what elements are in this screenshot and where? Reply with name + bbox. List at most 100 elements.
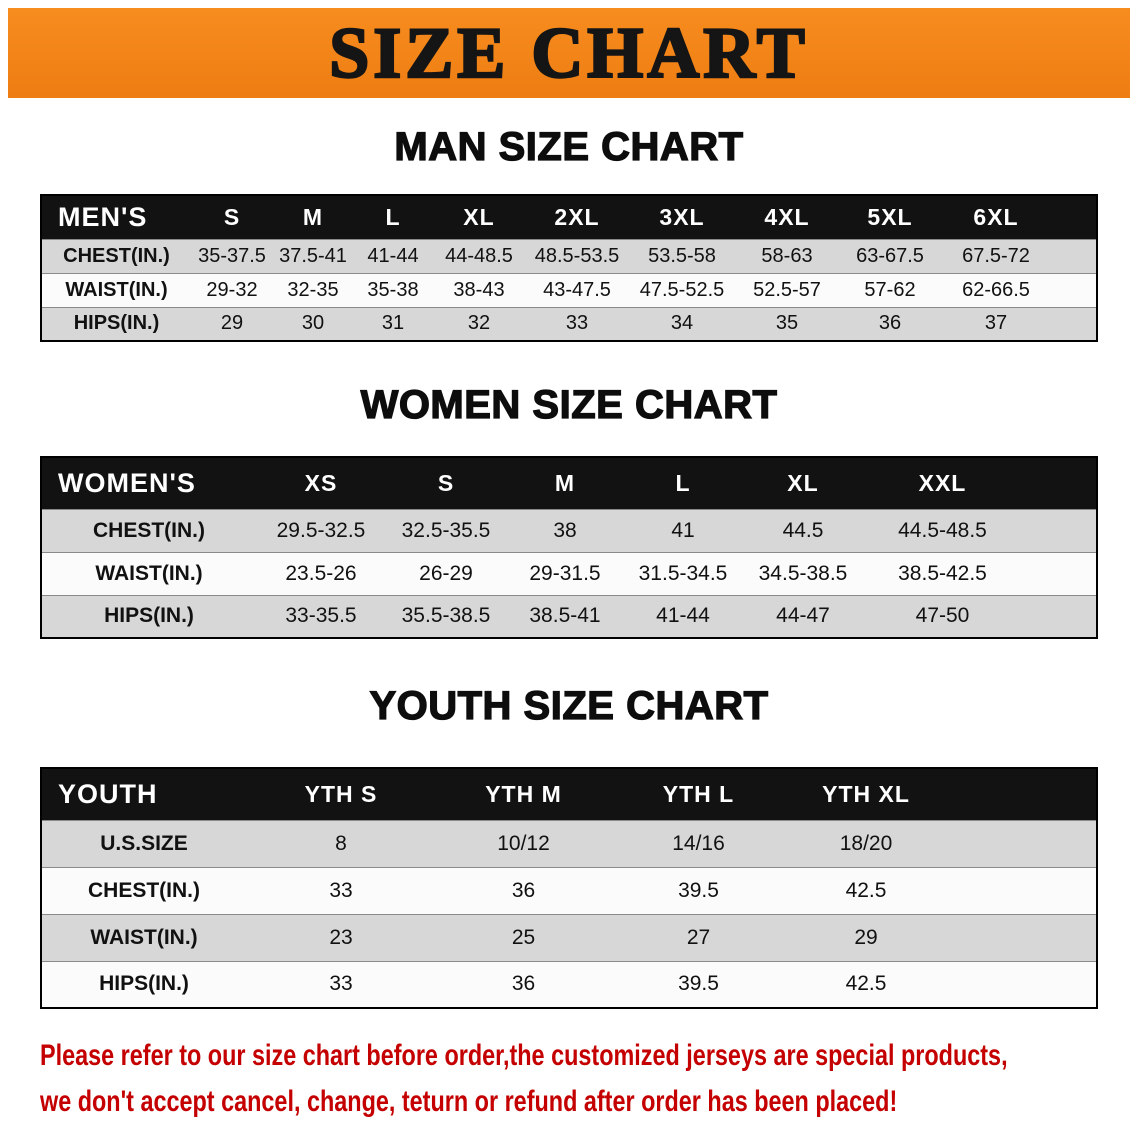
value-cell: 37 [984,312,1008,335]
table-title-cell: WOMEN'S [58,467,196,498]
value-cell: 38-43 [453,278,505,301]
section-youth: YOUTH SIZE CHART YOUTH YTH S YTH M YTH L YTH… [0,683,1138,1009]
size-header-cell: M [554,469,576,496]
table-row: U.S.SIZE 8 10/12 14/16 18/20 [41,820,1097,867]
value-cell: 44-47 [776,604,830,628]
value-cell: 35-37.5 [198,244,266,267]
value-cell: 36 [511,878,536,902]
row-label-cell: WAIST(IN.) [90,925,198,949]
men-section-heading: MAN SIZE CHART [394,124,744,169]
value-cell: 33 [565,312,589,335]
women-section-heading: WOMEN SIZE CHART [360,382,778,427]
row-label-cell: HIPS(IN.) [73,312,160,335]
value-cell: 29-31.5 [529,561,601,585]
value-cell: 62-66.5 [962,278,1030,301]
value-cell: 29.5-32.5 [276,518,366,542]
table-row: CHEST(IN.) 33 36 39.5 42.5 [41,867,1097,914]
value-cell: 47-50 [915,604,970,628]
youth-section-heading: YOUTH SIZE CHART [369,683,769,728]
value-cell: 41-44 [656,604,710,628]
table-head: YOUTH YTH S YTH M YTH L YTH XL [41,768,1097,820]
value-cell: 34.5-38.5 [758,561,848,585]
value-cell: 44.5 [782,518,824,542]
table-body: CHEST(IN.) 35-37.5 37.5-41 41-44 44-48.5 48.5… [41,239,1097,341]
value-cell: 25 [511,925,536,949]
value-cell: 32-35 [287,278,339,301]
value-cell: 31 [381,312,405,335]
value-cell: 37.5-41 [279,244,347,267]
value-cell: 42.5 [845,878,887,902]
disclaimer-line-1: Please refer to our size chart before or… [40,1039,1008,1072]
value-cell: 41 [671,518,695,542]
size-header-cell: YTH XL [822,780,910,807]
value-cell: 63-67.5 [856,244,924,267]
value-cell: 10/12 [497,831,550,855]
value-cell: 47.5-52.5 [639,278,725,301]
size-header-cell: 6XL [973,203,1019,230]
table-title-cell: YOUTH [58,778,158,809]
size-header-cell: XXL [918,469,967,496]
row-label-cell: CHEST(IN.) [88,878,200,902]
value-cell: 67.5-72 [962,244,1030,267]
table-row: CHEST(IN.) 29.5-32.5 32.5-35.5 38 41 44.5 44.5… [41,509,1097,552]
size-header-cell: 2XL [554,203,600,230]
value-cell: 53.5-58 [648,244,716,267]
row-label-cell: U.S.SIZE [100,831,188,855]
value-cell: 32.5-35.5 [401,518,491,542]
table-row: HIPS(IN.) 29 30 31 32 33 34 35 36 37 [41,307,1097,341]
table-header-row: WOMEN'S XS S M L XL XXL [41,457,1097,509]
row-label-cell: CHEST(IN.) [63,244,170,267]
value-cell: 27 [686,925,711,949]
value-cell: 14/16 [672,831,725,855]
value-cell: 23 [329,925,353,949]
row-label-cell: WAIST(IN.) [95,561,203,585]
row-label-cell: WAIST(IN.) [65,278,168,301]
size-header-cell: L [675,469,691,496]
value-cell: 42.5 [845,972,887,996]
value-cell: 38.5-42.5 [898,561,987,585]
value-cell: 32 [467,312,491,335]
table-header-row: MEN'S S M L XL 2XL 3XL 4XL 5XL 6XL [41,195,1097,239]
value-cell: 34 [670,312,694,335]
size-header-cell: XS [304,469,338,496]
size-header-cell: L [385,203,401,230]
table-row: WAIST(IN.) 23 25 27 29 [41,914,1097,961]
value-cell: 29 [854,925,878,949]
size-header-cell: S [437,469,455,496]
size-header-cell: M [302,203,324,230]
size-chart-page: SIZE CHART MAN SIZE CHART MEN'S S M L XL 2XL 3… [0,8,1138,1140]
value-cell: 36 [878,312,902,335]
table-row: WAIST(IN.) 29-32 32-35 35-38 38-43 43-47.5 47.… [41,273,1097,307]
value-cell: 36 [511,972,536,996]
table-body: CHEST(IN.) 29.5-32.5 32.5-35.5 38 41 44.5 44.5… [41,509,1097,638]
disclaimer-line-2: we don't accept cancel, change, teturn o… [40,1085,898,1118]
section-women: WOMEN SIZE CHART WOMEN'S XS S M L XL XXL CHEST(… [0,382,1138,639]
banner-title: SIZE CHART [328,13,809,93]
table-row: HIPS(IN.) 33-35.5 35.5-38.5 38.5-41 41-44 44-… [41,595,1097,638]
table-head: WOMEN'S XS S M L XL XXL [41,457,1097,509]
section-men: MAN SIZE CHART MEN'S S M L XL 2XL 3XL 4XL 5XL 6XL… [0,124,1138,342]
table-header-row: YOUTH YTH S YTH M YTH L YTH XL [41,768,1097,820]
value-cell: 33-35.5 [285,604,357,628]
table-body: U.S.SIZE 8 10/12 14/16 18/20 CHEST(IN.) 33 36 39… [41,820,1097,1008]
value-cell: 43-47.5 [543,278,611,301]
size-header-cell: 5XL [867,203,913,230]
size-header-cell: XL [787,469,819,496]
value-cell: 44-48.5 [445,244,513,267]
value-cell: 38 [553,518,577,542]
value-cell: 31.5-34.5 [638,561,728,585]
value-cell: 29 [220,312,244,335]
table-row: WAIST(IN.) 23.5-26 26-29 29-31.5 31.5-34.5 34… [41,552,1097,595]
women-size-table: WOMEN'S XS S M L XL XXL CHEST(IN.) 29.5-32.5 32.5… [40,456,1098,639]
value-cell: 39.5 [678,972,719,996]
value-cell: 8 [335,831,347,855]
value-cell: 41-44 [367,244,419,267]
size-header-cell: S [223,203,241,230]
value-cell: 33 [329,878,353,902]
value-cell: 35.5-38.5 [401,604,491,628]
size-header-cell: YTH S [304,780,378,807]
value-cell: 18/20 [839,831,893,855]
value-cell: 35-38 [367,278,419,301]
value-cell: 57-62 [864,278,916,301]
size-header-cell: 4XL [764,203,810,230]
